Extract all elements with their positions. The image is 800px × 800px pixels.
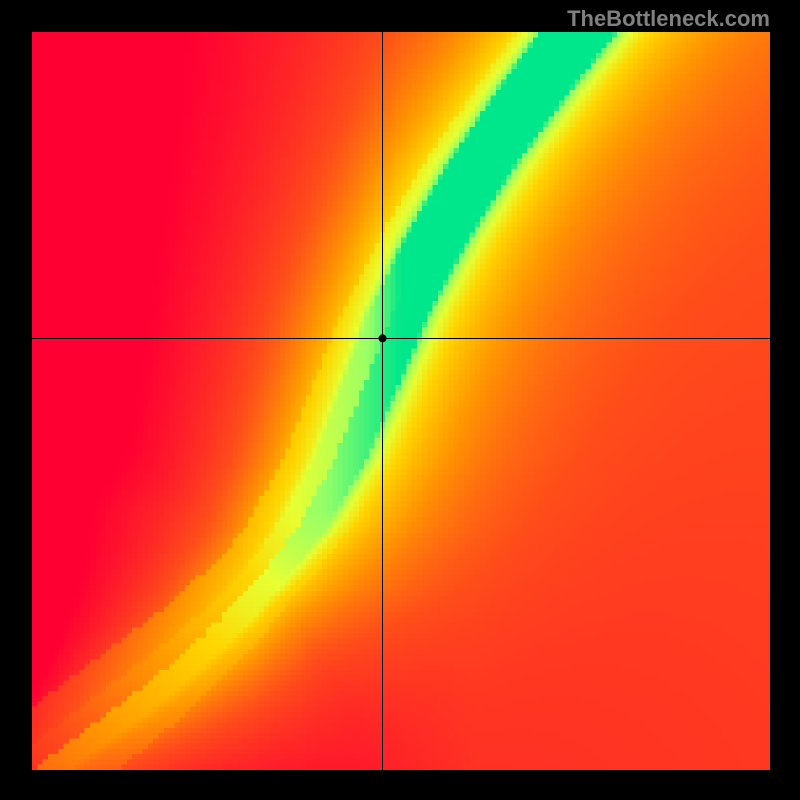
crosshair-dot bbox=[379, 334, 387, 342]
heatmap-plot bbox=[32, 32, 770, 770]
crosshair-dot-layer bbox=[32, 32, 770, 770]
watermark-text: TheBottleneck.com bbox=[567, 6, 770, 32]
